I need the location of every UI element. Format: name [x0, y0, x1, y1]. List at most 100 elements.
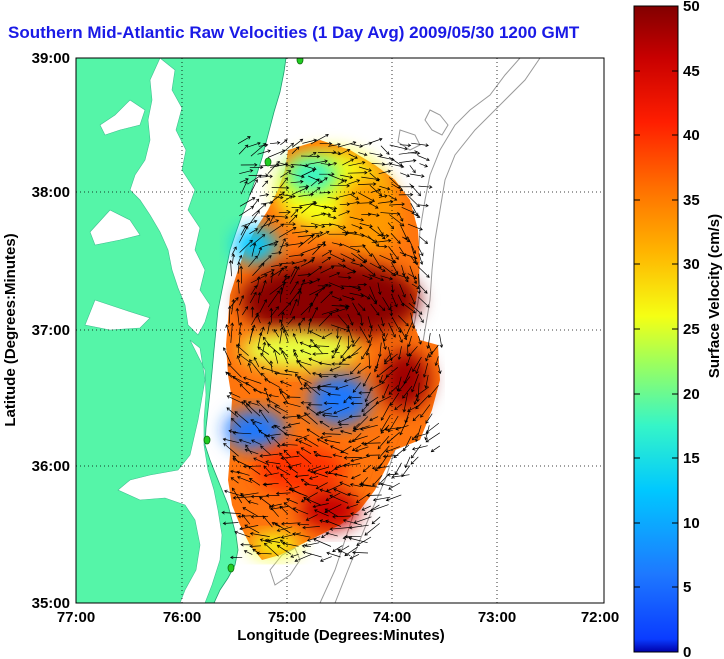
velocity-arrow	[239, 265, 243, 284]
velocity-arrow	[384, 426, 402, 432]
velocity-arrow	[347, 313, 354, 326]
velocity-arrow	[331, 223, 347, 229]
velocity-arrow	[325, 519, 342, 527]
velocity-arrow	[307, 466, 321, 472]
velocity-arrow	[319, 488, 332, 494]
velocity-arrow	[384, 352, 392, 363]
velocity-arrow	[265, 460, 281, 465]
velocity-arrow	[252, 262, 265, 277]
velocity-arrow	[300, 447, 312, 455]
velocity-arrow	[280, 142, 295, 156]
velocity-arrow	[368, 294, 377, 305]
velocity-arrow	[327, 174, 345, 182]
velocity-arrow	[225, 324, 231, 337]
velocity-arrow	[259, 496, 272, 507]
velocity-arrow	[343, 456, 362, 460]
velocity-arrow	[358, 391, 371, 395]
velocity-arrow	[329, 253, 346, 262]
velocity-arrow	[276, 544, 292, 555]
velocity-arrow	[317, 230, 330, 238]
velocity-arrow	[278, 194, 296, 199]
velocity-arrow	[250, 494, 269, 499]
velocity-arrow	[413, 432, 429, 439]
velocity-arrow	[269, 223, 285, 234]
lon-tick: 73:00	[478, 609, 516, 626]
velocity-arrow	[249, 228, 259, 235]
velocity-arrow	[238, 438, 252, 444]
velocity-arrow	[332, 453, 343, 458]
velocity-arrow	[234, 411, 249, 424]
velocity-arrow	[438, 365, 442, 375]
velocity-arrow	[400, 172, 411, 178]
velocity-arrow	[228, 391, 241, 398]
velocity-arrow	[349, 200, 360, 205]
velocity-arrow	[333, 373, 350, 379]
colorbar-tick: 25	[683, 321, 700, 338]
velocity-arrow	[361, 141, 373, 147]
velocity-arrow	[279, 452, 291, 466]
velocity-arrow	[223, 442, 239, 457]
velocity-arrow	[358, 166, 372, 172]
velocity-arrow	[378, 169, 392, 175]
velocity-arrow	[349, 553, 360, 560]
velocity-arrow	[237, 136, 251, 145]
velocity-arrow	[257, 332, 263, 348]
velocity-arrow	[389, 214, 405, 227]
velocity-arrow	[420, 404, 431, 418]
velocity-arrow	[342, 295, 355, 301]
velocity-arrow	[399, 327, 407, 341]
colorbar-tick: 10	[683, 515, 700, 532]
velocity-arrow	[279, 326, 284, 344]
velocity-arrow	[388, 195, 398, 201]
velocity-arrow	[412, 414, 420, 422]
velocity-arrow	[338, 148, 351, 156]
velocity-arrow	[333, 462, 351, 470]
velocity-arrow	[417, 273, 422, 295]
velocity-arrow	[291, 146, 300, 155]
velocity-arrow	[231, 246, 237, 255]
velocity-arrow	[418, 314, 424, 324]
velocity-arrow	[306, 498, 321, 506]
velocity-arrow	[294, 474, 309, 479]
velocity-arrow	[351, 224, 363, 230]
velocity-arrow	[274, 371, 293, 376]
velocity-arrow	[321, 222, 333, 227]
velocity-arrow	[242, 306, 249, 316]
velocity-arrow	[327, 206, 337, 212]
velocity-arrow	[377, 324, 385, 337]
velocity-arrow	[348, 396, 362, 400]
velocity-arrow	[333, 488, 349, 496]
velocity-arrow	[369, 226, 386, 240]
velocity-arrow	[231, 253, 236, 264]
velocity-arrow	[329, 183, 350, 188]
velocity-arrow	[320, 266, 335, 274]
velocity-arrow	[278, 210, 291, 214]
velocity-arrow	[239, 294, 245, 306]
velocity-arrow	[251, 242, 257, 257]
velocity-arrow	[394, 403, 403, 411]
velocity-arrow	[357, 254, 368, 263]
velocity-arrow	[307, 266, 323, 277]
velocity-arrow	[348, 536, 368, 544]
velocity-arrow	[283, 449, 291, 458]
velocity-arrow	[270, 263, 283, 267]
velocity-arrow	[312, 241, 326, 256]
velocity-arrow	[228, 429, 239, 434]
velocity-arrow	[379, 185, 391, 191]
velocity-arrow	[424, 374, 429, 389]
velocity-arrow	[401, 302, 417, 314]
velocity-arrow	[368, 274, 385, 282]
velocity-arrow	[401, 465, 411, 478]
velocity-arrow	[307, 257, 316, 264]
velocity-arrow	[235, 344, 249, 356]
velocity-arrow	[240, 180, 248, 195]
velocity-arrow	[391, 262, 399, 275]
velocity-arrow	[321, 250, 332, 257]
velocity-arrow	[320, 212, 332, 217]
velocity-arrow	[268, 242, 278, 247]
lat-tick: 38:00	[32, 184, 70, 201]
velocity-arrow	[386, 432, 400, 444]
velocity-arrow	[236, 278, 241, 294]
velocity-arrow	[228, 259, 233, 277]
velocity-arrow	[227, 363, 242, 378]
